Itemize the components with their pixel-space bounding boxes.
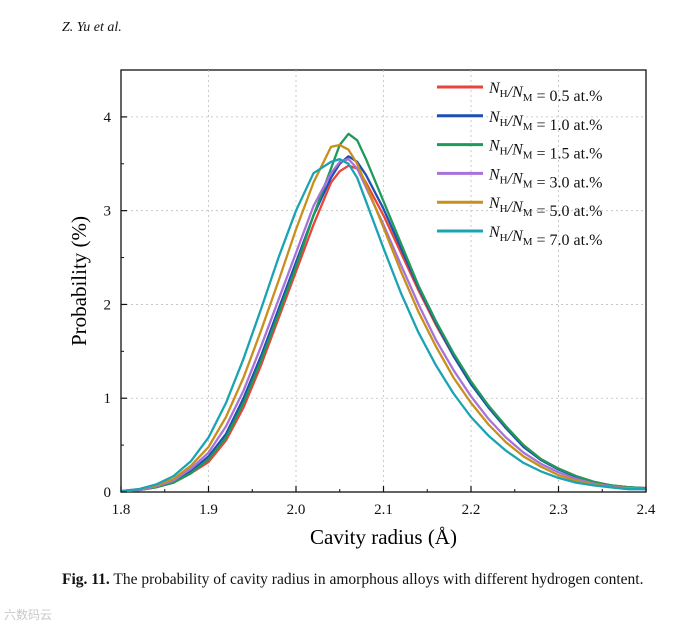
series-line-5 bbox=[120, 143, 647, 493]
legend: NH/NM = 0.5 at.% NH/NM = 1.0 at.% NH/NM = … bbox=[437, 80, 602, 249]
grid bbox=[121, 70, 646, 492]
x-tick-label: 2.3 bbox=[549, 502, 568, 518]
figure-caption: Fig. 11. The probability of cavity radiu… bbox=[62, 569, 662, 590]
legend-label: NH/NM = 1.0 at.% bbox=[488, 109, 602, 134]
x-tick-label: 2.2 bbox=[462, 502, 481, 518]
x-tick-label: 2.1 bbox=[374, 502, 393, 518]
x-tick-label: 1.9 bbox=[199, 502, 218, 518]
x-axis-label: Cavity radius (Å) bbox=[310, 525, 457, 549]
legend-label: NH/NM = 0.5 at.% bbox=[488, 80, 602, 105]
series-line-3 bbox=[120, 132, 647, 493]
x-tick-label: 1.8 bbox=[112, 502, 131, 518]
series-lines bbox=[120, 132, 647, 493]
legend-label: NH/NM = 5.0 at.% bbox=[488, 195, 602, 220]
y-axis-label: Probability (%) bbox=[67, 216, 91, 346]
axes: 1.8 1.9 2.0 2.1 2.2 2.3 2.4 0 1 2 3 4 bbox=[104, 110, 656, 518]
watermark: 六数码云 bbox=[4, 608, 53, 622]
running-header: Z. Yu et al. bbox=[62, 20, 122, 35]
y-tick-label: 4 bbox=[104, 110, 112, 126]
x-tick-label: 2.4 bbox=[637, 502, 656, 518]
y-tick-label: 3 bbox=[104, 204, 112, 220]
legend-label: NH/NM = 3.0 at.% bbox=[488, 166, 602, 191]
caption-label: Fig. 11. bbox=[62, 571, 110, 588]
y-tick-label: 1 bbox=[104, 391, 112, 407]
y-tick-label: 0 bbox=[104, 485, 112, 501]
series-line-6 bbox=[120, 157, 646, 493]
caption-text: The probability of cavity radius in amor… bbox=[113, 571, 644, 588]
probability-chart: 1.8 1.9 2.0 2.1 2.2 2.3 2.4 0 1 2 3 4 Cavity radius… bbox=[67, 69, 656, 549]
y-tick-label: 2 bbox=[104, 297, 112, 313]
x-tick-label: 2.0 bbox=[287, 502, 306, 518]
legend-label: NH/NM = 7.0 at.% bbox=[488, 224, 602, 249]
legend-label: NH/NM = 1.5 at.% bbox=[488, 138, 602, 163]
